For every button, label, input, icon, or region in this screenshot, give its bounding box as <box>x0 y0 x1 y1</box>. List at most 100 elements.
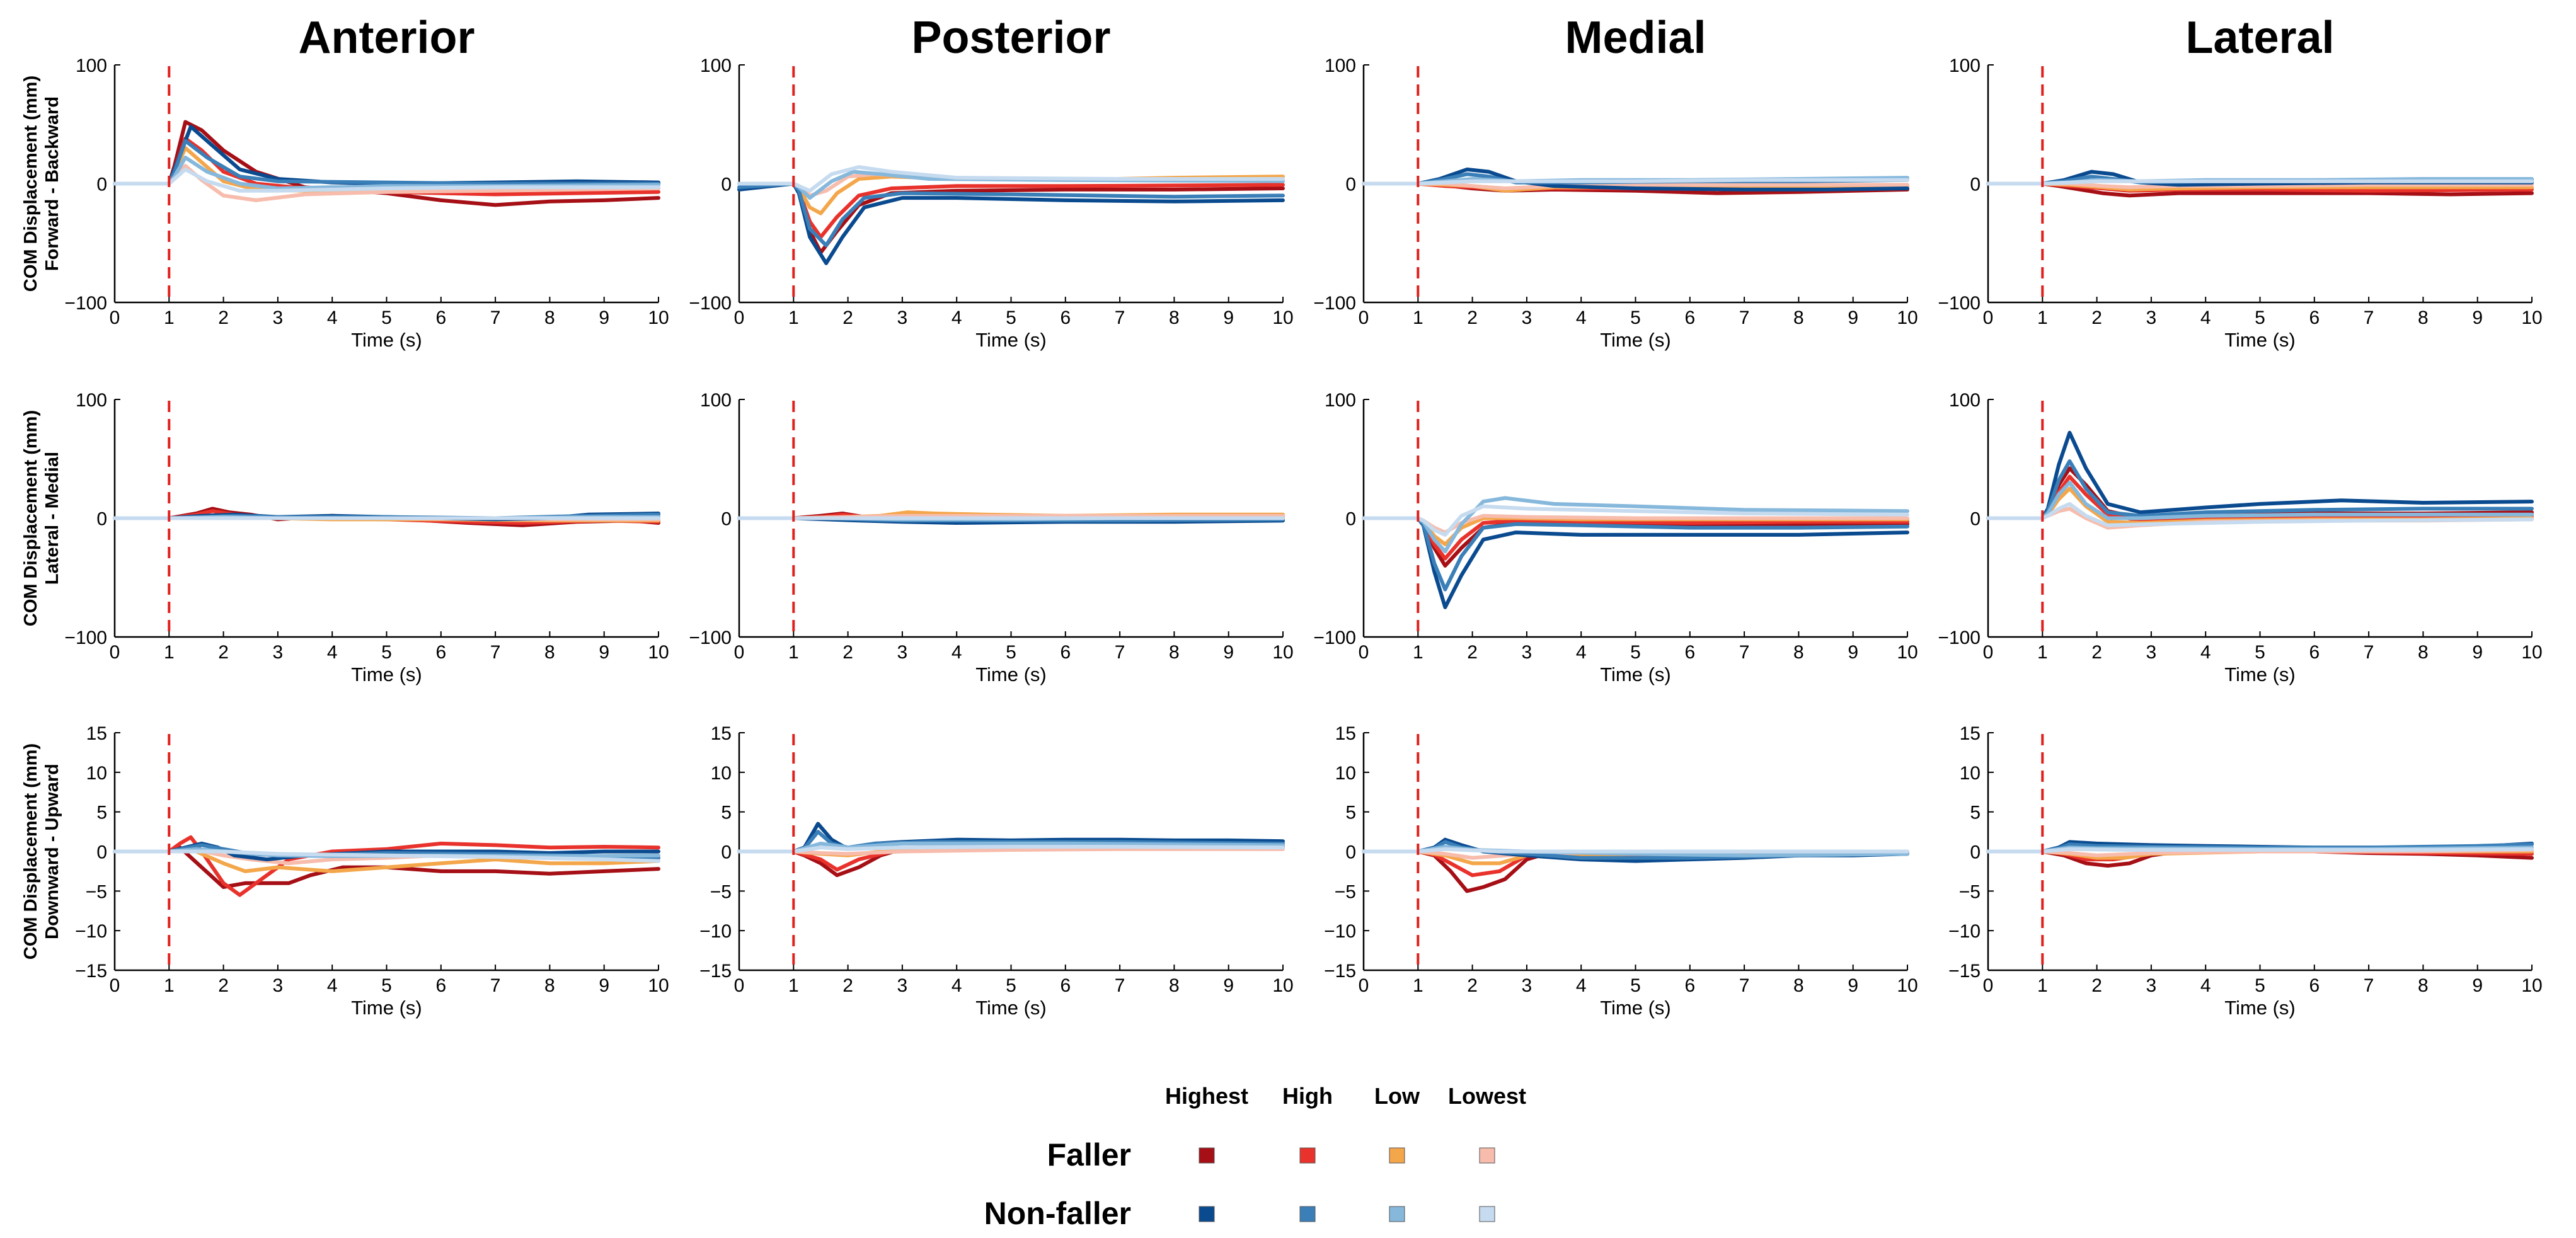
panel-anterior-row3: 0 1 2 3 4 5 6 7 8 9 10 Time (s) −15 −10 −5 0 5 10 15 <box>75 723 669 1019</box>
x-tick-label: 2 <box>218 307 229 328</box>
legend-swatch-faller-lowest <box>1479 1147 1495 1164</box>
x-axis-label: Time (s) <box>2224 329 2296 351</box>
x-tick-label: 5 <box>2255 307 2265 328</box>
x-tick-label: 6 <box>1684 307 1695 328</box>
y-tick-label: −10 <box>699 921 732 942</box>
x-tick-label: 8 <box>544 642 555 663</box>
y-tick-label: −100 <box>1313 628 1356 648</box>
x-tick-label: 1 <box>1413 642 1423 663</box>
y-tick-label: 0 <box>1345 842 1356 863</box>
panel-lateral-row3: 0 1 2 3 4 5 6 7 8 9 10 Time (s) −15 −10 −5 0 5 10 15 <box>1948 723 2543 1019</box>
x-tick-label: 1 <box>788 642 799 663</box>
y-tick-label: −100 <box>689 293 732 314</box>
x-tick-label: 3 <box>2146 975 2157 996</box>
x-tick-label: 5 <box>1006 642 1016 663</box>
x-tick-label: 6 <box>2309 307 2320 328</box>
y-tick-label: 15 <box>86 723 107 744</box>
y-tick-label: −10 <box>1324 921 1356 942</box>
x-tick-label: 9 <box>599 307 609 328</box>
x-tick-label: 1 <box>164 642 175 663</box>
series-line-faller-highest <box>113 845 660 889</box>
series-line-non-faller-high <box>1362 516 1909 592</box>
x-tick-label: 7 <box>2364 975 2374 996</box>
x-tick-label: 1 <box>1413 307 1423 328</box>
y-tick-label: 100 <box>1949 390 1981 411</box>
x-tick-label: 2 <box>1467 642 1478 663</box>
x-tick-label: 5 <box>1630 975 1641 996</box>
y-axis-label-line1: COM Displacement (mm) <box>21 743 41 960</box>
x-tick-label: 2 <box>1467 975 1478 996</box>
y-tick-label: 100 <box>76 390 107 411</box>
x-tick-label: 9 <box>599 975 609 996</box>
panel-medial-row3: 0 1 2 3 4 5 6 7 8 9 10 Time (s) −15 −10 −5 0 5 10 15 <box>1324 723 1918 1019</box>
y-tick-label: −100 <box>1938 293 1981 314</box>
x-tick-label: 10 <box>1897 642 1918 663</box>
y-tick-label: 5 <box>1970 803 1981 823</box>
x-tick-label: 10 <box>648 975 669 996</box>
x-tick-label: 8 <box>544 975 555 996</box>
y-tick-label: 100 <box>700 390 732 411</box>
y-tick-label: −100 <box>689 628 732 648</box>
y-tick-label: 5 <box>96 803 107 823</box>
x-tick-label: 6 <box>2309 642 2320 663</box>
x-tick-label: 7 <box>1739 642 1750 663</box>
y-tick-label: 0 <box>1970 175 1981 195</box>
y-tick-label: 0 <box>1345 175 1356 195</box>
x-tick-label: 9 <box>1223 307 1234 328</box>
x-tick-label: 4 <box>952 307 962 328</box>
y-axis-label-line2: Downward - Upward <box>42 764 62 939</box>
x-tick-label: 3 <box>2146 307 2157 328</box>
x-tick-label: 1 <box>2037 975 2048 996</box>
y-tick-label: −15 <box>1324 961 1356 982</box>
y-tick-label: 0 <box>96 175 107 195</box>
legend-row-faller: Faller <box>1047 1137 1131 1172</box>
legend-swatch-faller-low <box>1389 1147 1405 1164</box>
column-title-medial: Medial <box>1565 13 1706 63</box>
y-tick-label: −5 <box>1335 881 1356 902</box>
legend-column-lowest: Lowest <box>1448 1083 1526 1109</box>
x-tick-label: 9 <box>2472 307 2483 328</box>
x-tick-label: 2 <box>2091 975 2102 996</box>
x-tick-label: 2 <box>2091 307 2102 328</box>
x-axis-label: Time (s) <box>2224 663 2296 685</box>
x-tick-label: 6 <box>1684 975 1695 996</box>
x-tick-label: 3 <box>897 642 908 663</box>
y-tick-label: −100 <box>1313 293 1356 314</box>
x-tick-label: 9 <box>599 642 609 663</box>
x-tick-label: 9 <box>1848 642 1858 663</box>
x-tick-label: 9 <box>1223 642 1234 663</box>
x-tick-label: 10 <box>1272 307 1293 328</box>
x-tick-label: 9 <box>1848 975 1858 996</box>
x-tick-label: 8 <box>1793 642 1804 663</box>
series-line-non-faller-lowest <box>1986 179 2534 186</box>
x-tick-label: 0 <box>1983 642 1994 663</box>
x-tick-label: 6 <box>435 307 446 328</box>
y-tick-label: 100 <box>76 55 107 76</box>
x-tick-label: 0 <box>1983 975 1994 996</box>
x-tick-label: 0 <box>110 975 120 996</box>
x-tick-label: 9 <box>2472 975 2483 996</box>
row-ylabel-group: COM Displacement (mm) Downward - Upward <box>21 743 62 960</box>
x-tick-label: 5 <box>1006 307 1016 328</box>
x-axis-label: Time (s) <box>2224 997 2296 1019</box>
x-tick-label: 2 <box>1467 307 1478 328</box>
y-tick-label: 0 <box>721 175 732 195</box>
x-tick-label: 8 <box>1169 975 1180 996</box>
x-tick-label: 8 <box>1169 307 1180 328</box>
y-tick-label: −15 <box>699 961 732 982</box>
x-tick-label: 4 <box>952 642 962 663</box>
x-axis-label: Time (s) <box>975 997 1047 1019</box>
y-tick-label: −15 <box>75 961 107 982</box>
y-tick-label: 0 <box>96 509 107 530</box>
x-tick-label: 1 <box>2037 307 2048 328</box>
x-tick-label: 3 <box>1522 307 1532 328</box>
series-line-non-faller-lowest <box>1362 847 1909 854</box>
x-tick-label: 0 <box>110 307 120 328</box>
y-tick-label: 0 <box>721 842 732 863</box>
x-tick-label: 6 <box>1684 642 1695 663</box>
y-axis-label-line1: COM Displacement (mm) <box>21 410 41 626</box>
x-tick-label: 7 <box>1115 642 1125 663</box>
y-tick-label: −5 <box>1959 881 1981 902</box>
